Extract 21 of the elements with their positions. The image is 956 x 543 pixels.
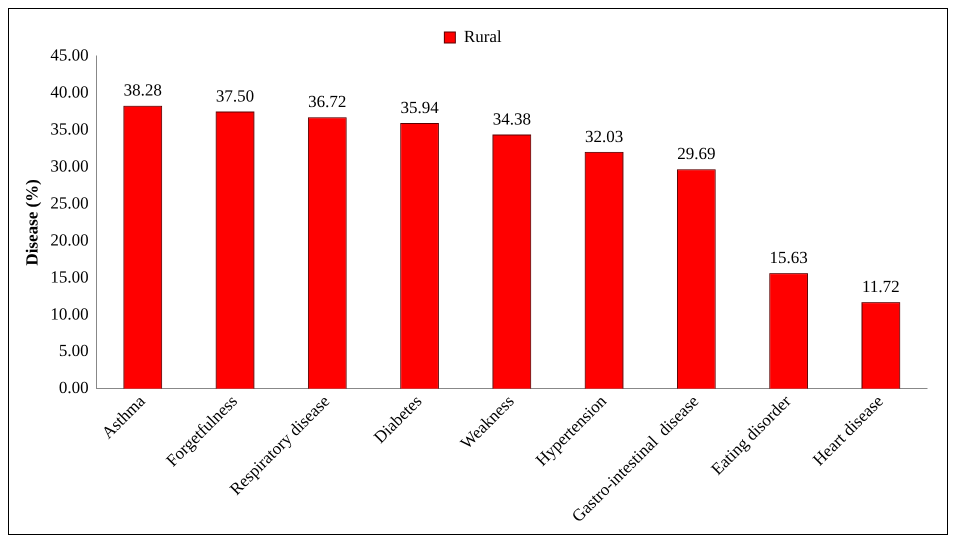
y-tick-label: 45.00 [50,45,89,64]
y-tick-label: 10.00 [50,304,89,324]
y-tick-label: 40.00 [50,82,89,102]
y-tick-label: 5.00 [58,341,89,360]
y-tick-label: 20.00 [50,230,89,250]
y-tick-label: 25.00 [50,193,89,212]
data-label: 32.03 [584,126,624,146]
y-axis-title: Disease (%) [22,179,42,266]
y-tick-label: 0.00 [58,378,89,398]
data-label: 35.94 [400,98,440,117]
y-tick-label: 35.00 [50,119,89,138]
data-label: 37.50 [216,86,254,106]
data-label: 15.63 [769,248,808,268]
data-label: 11.72 [862,277,900,296]
data-label: 38.28 [124,80,162,100]
y-tick-label: 30.00 [50,156,89,176]
y-tick-label: 15.00 [50,267,89,286]
data-label: 36.72 [308,92,346,112]
data-label: 29.69 [677,144,716,164]
legend-label: Rural [464,26,502,46]
data-label: 34.38 [492,109,531,128]
